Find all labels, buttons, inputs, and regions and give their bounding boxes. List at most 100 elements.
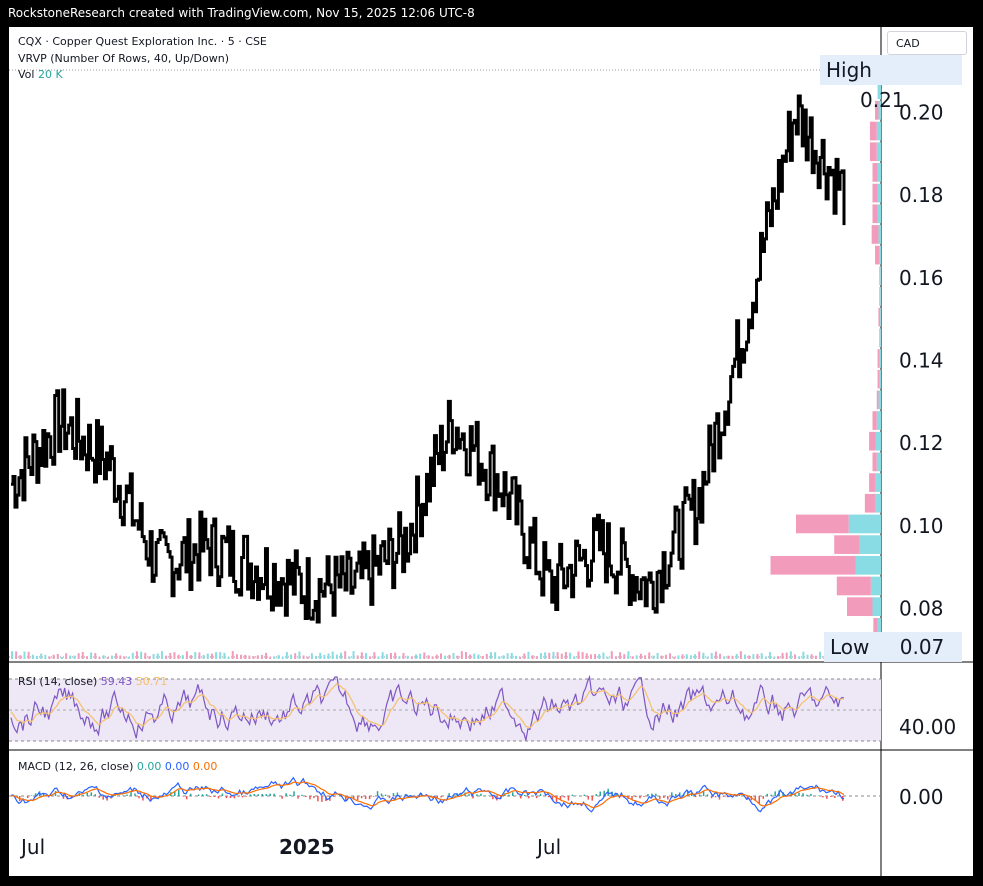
high-label: High xyxy=(826,58,872,82)
macd-histogram-bar xyxy=(746,796,749,800)
volume-profile-down-bar xyxy=(869,121,877,141)
macd-histogram-bar xyxy=(830,796,832,797)
volume-bar xyxy=(710,652,713,659)
macd-histogram-bar xyxy=(595,794,597,796)
volume-bar xyxy=(156,653,159,659)
volume-bar xyxy=(231,651,234,659)
volume-bar xyxy=(65,653,68,659)
chart-area[interactable]: 0.20 0.18 0.16 0.14 0.12 0.10 0.08 CQX · Coppe… xyxy=(9,27,973,876)
volume-bar xyxy=(81,651,84,659)
macd-histogram-bar xyxy=(675,793,677,796)
macd-histogram-bar xyxy=(766,793,768,796)
macd-legend[interactable]: MACD (12, 26, close) 0.00 0.00 0.00 xyxy=(18,760,217,773)
volume-bar xyxy=(102,655,105,659)
volume-bar xyxy=(290,654,293,659)
macd-histogram-bar xyxy=(718,796,721,800)
volume-bar xyxy=(415,654,418,659)
volume-bar xyxy=(165,655,168,659)
volume-bar xyxy=(698,651,701,659)
volume-bar xyxy=(235,654,238,659)
volume-bar xyxy=(181,655,184,659)
macd-histogram-bar xyxy=(583,794,586,796)
rsi-value2: 50.71 xyxy=(135,675,168,688)
volume-bar xyxy=(281,656,284,659)
volume-bar xyxy=(677,655,680,659)
volume-bar xyxy=(360,652,363,659)
macd-histogram-bar xyxy=(376,791,379,796)
volume-profile-up-bar xyxy=(877,80,881,100)
symbol-line[interactable]: CQX · Copper Quest Exploration Inc. · 5 … xyxy=(18,35,267,48)
macd-histogram-bar xyxy=(643,796,645,797)
macd-histogram-bar xyxy=(233,796,236,799)
macd-histogram-bar xyxy=(794,793,796,796)
macd-v3: 0.00 xyxy=(192,760,218,773)
macd-histogram-bar xyxy=(484,795,486,796)
volume-bar xyxy=(556,652,559,659)
volume-bar xyxy=(252,656,255,659)
macd-histogram-bar xyxy=(408,795,411,796)
volume-profile-up-bar xyxy=(878,101,881,120)
volume-bar xyxy=(423,652,426,659)
macd-histogram-bar xyxy=(806,794,808,796)
macd-histogram-bar xyxy=(678,792,681,796)
macd-histogram-bar xyxy=(663,796,665,798)
macd-histogram-bar xyxy=(150,796,152,802)
macd-histogram-bar xyxy=(738,795,741,796)
volume-bar xyxy=(298,651,301,659)
macd-histogram-bar xyxy=(567,796,570,801)
macd-histogram-bar xyxy=(213,796,216,797)
volume-bar xyxy=(735,653,738,659)
macd-histogram-bar xyxy=(714,796,717,798)
volume-bar xyxy=(98,656,101,659)
currency-button[interactable]: CAD xyxy=(887,31,967,55)
volume-bar xyxy=(656,652,659,659)
volume-bar xyxy=(639,653,642,659)
volume-bar xyxy=(623,654,626,659)
macd-histogram-bar xyxy=(102,796,104,800)
volume-bar xyxy=(806,654,809,659)
volume-bar xyxy=(48,656,51,659)
volume-bar xyxy=(319,652,322,659)
macd-histogram-bar xyxy=(177,789,180,796)
macd-histogram-bar xyxy=(508,794,510,796)
volume-profile-down-bar xyxy=(836,576,871,596)
macd-histogram-bar xyxy=(118,795,120,796)
rsi-label: RSI (14, close) xyxy=(18,675,98,688)
volume-profile-up-bar xyxy=(877,163,881,182)
chart-svg[interactable]: 0.20 0.18 0.16 0.14 0.12 0.10 0.08 xyxy=(9,27,973,876)
volume-bar xyxy=(206,653,209,659)
macd-histogram-bar xyxy=(221,793,224,796)
volume-bar xyxy=(110,655,113,659)
volume-bar xyxy=(390,652,393,659)
volume-bar xyxy=(85,656,88,659)
rsi-legend[interactable]: RSI (14, close) 59.43 50.71 xyxy=(18,675,167,688)
volume-bar xyxy=(427,655,430,659)
macd-histogram-bar xyxy=(802,793,804,796)
volume-bar xyxy=(194,652,197,659)
volume-profile-up-bar xyxy=(875,493,881,513)
volume-bar xyxy=(306,656,309,659)
volume-bar xyxy=(260,654,263,659)
y-tick-label: 0.16 xyxy=(899,266,944,290)
y-tick-label: 0.20 xyxy=(899,100,944,124)
vol-line[interactable]: Vol 20 K xyxy=(18,68,63,81)
volume-bar xyxy=(481,655,484,659)
volume-bar xyxy=(185,651,188,659)
macd-histogram-bar xyxy=(265,794,267,796)
volume-profile-up-bar xyxy=(859,535,881,554)
x-tick-label: 2025 xyxy=(279,835,335,859)
vrvp-line[interactable]: VRVP (Number Of Rows, 40, Up/Down) xyxy=(18,52,230,65)
volume-bar xyxy=(452,653,455,659)
y-tick-label: 0.12 xyxy=(899,431,944,455)
macd-histogram-bar xyxy=(615,792,617,796)
volume-bar xyxy=(410,656,413,659)
volume-bar xyxy=(577,651,580,659)
volume-profile-down-bar xyxy=(770,555,856,575)
macd-histogram-bar xyxy=(571,794,574,796)
volume-profile-up-bar xyxy=(880,266,881,286)
volume-bar xyxy=(798,656,801,659)
volume-bar xyxy=(802,651,805,659)
volume-bar xyxy=(35,655,38,659)
macd-histogram-bar xyxy=(758,796,761,804)
volume-bar xyxy=(610,651,613,659)
